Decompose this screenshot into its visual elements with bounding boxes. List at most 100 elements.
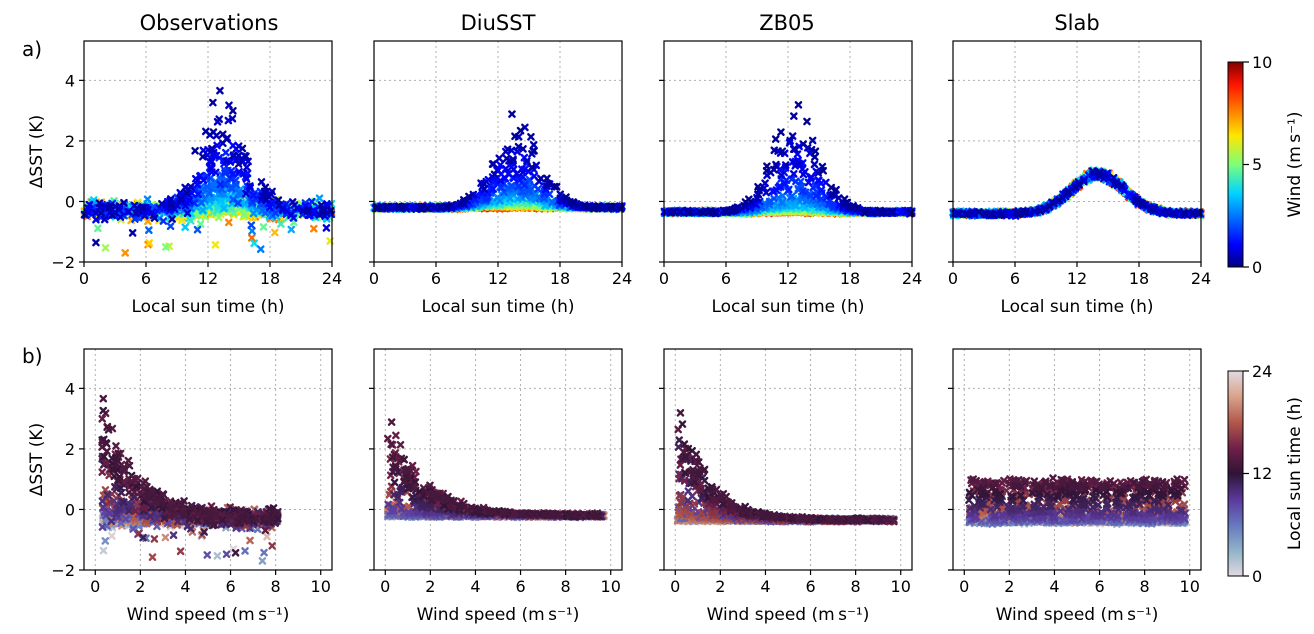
scatter-point bbox=[150, 214, 159, 222]
scatter-point bbox=[229, 195, 237, 204]
scatter-point bbox=[249, 191, 258, 200]
scatter-point bbox=[97, 209, 105, 217]
scatter-point bbox=[144, 205, 152, 214]
scatter-point bbox=[159, 217, 168, 225]
scatter-point bbox=[196, 220, 205, 228]
scatter-point bbox=[131, 215, 139, 223]
scatter-point bbox=[158, 199, 166, 208]
scatter-point bbox=[145, 239, 154, 247]
scatter-point bbox=[92, 238, 100, 247]
scatter-point bbox=[247, 221, 256, 229]
scatter-point bbox=[259, 223, 268, 231]
scatter-point bbox=[763, 162, 771, 171]
scatter-point bbox=[221, 148, 230, 157]
row-label-b: b) bbox=[22, 344, 43, 368]
x-tick-label: 12 bbox=[778, 269, 798, 288]
x-axis-label: Local sun time (h) bbox=[711, 297, 864, 317]
scatter-point bbox=[270, 228, 279, 237]
scatter-point bbox=[319, 206, 328, 215]
scatter-point bbox=[287, 225, 296, 234]
scatter-point bbox=[216, 86, 224, 95]
scatter-point bbox=[508, 110, 516, 118]
scatter-point bbox=[495, 154, 504, 163]
scatter-point bbox=[128, 229, 137, 237]
scatter-point bbox=[304, 206, 313, 214]
scatter-point bbox=[209, 128, 218, 136]
scatter-point bbox=[100, 215, 109, 224]
scatter-points bbox=[660, 101, 916, 218]
scatter-point bbox=[216, 180, 225, 189]
x-tick-label: 12 bbox=[488, 269, 508, 288]
scatter-point bbox=[139, 203, 147, 211]
scatter-point bbox=[310, 224, 318, 233]
scatter-point bbox=[205, 189, 214, 198]
scatter-point bbox=[244, 157, 252, 166]
scatter-point bbox=[155, 204, 164, 212]
scatter-point bbox=[140, 211, 149, 220]
y-tick-label: 2 bbox=[65, 132, 75, 151]
scatter-point bbox=[225, 101, 233, 110]
scatter-point bbox=[203, 182, 211, 191]
scatter-point bbox=[210, 151, 218, 160]
scatter-point bbox=[144, 217, 152, 226]
scatter-point bbox=[176, 195, 185, 204]
scatter-point bbox=[191, 174, 200, 183]
scatter-point bbox=[92, 215, 100, 224]
x-tick-label: 0 bbox=[369, 269, 379, 288]
x-tick-label: 24 bbox=[322, 269, 342, 288]
scatter-point bbox=[315, 194, 324, 203]
scatter-point bbox=[777, 128, 785, 136]
scatter-point bbox=[85, 200, 94, 209]
scatter-point bbox=[246, 182, 254, 190]
scatter-point bbox=[229, 170, 237, 178]
scatter-point bbox=[262, 196, 271, 204]
scatter-point bbox=[790, 112, 798, 120]
y-tick-label: 4 bbox=[65, 71, 75, 90]
scatter-point bbox=[234, 199, 242, 207]
scatter-point bbox=[193, 225, 202, 234]
scatter-point bbox=[166, 222, 175, 231]
scatter-point bbox=[810, 160, 819, 169]
scatter-point bbox=[234, 160, 243, 168]
scatter-point bbox=[145, 226, 153, 234]
scatter-point bbox=[265, 203, 274, 212]
scatter-point bbox=[208, 184, 216, 193]
scatter-point bbox=[201, 213, 210, 221]
scatter-point bbox=[240, 169, 248, 178]
scatter-point bbox=[248, 227, 256, 235]
scatter-point bbox=[221, 169, 229, 177]
scatter-point bbox=[181, 223, 189, 231]
panel-title-observations: Observations bbox=[140, 11, 279, 35]
scatter-point bbox=[208, 208, 217, 217]
scatter-point bbox=[235, 189, 243, 197]
scatter-point bbox=[208, 157, 216, 166]
scatter-point bbox=[94, 224, 102, 233]
scatter-point bbox=[242, 175, 251, 183]
scatter-point bbox=[95, 199, 104, 207]
scatter-point bbox=[222, 157, 231, 165]
x-tick-label: 24 bbox=[612, 269, 632, 288]
scatter-point bbox=[317, 201, 326, 209]
scatter-point bbox=[811, 153, 819, 161]
y-tick-label: −2 bbox=[51, 253, 75, 272]
scatter-point bbox=[308, 197, 316, 206]
scatter-point bbox=[168, 215, 176, 223]
scatter-point bbox=[190, 199, 199, 207]
x-tick-label: 12 bbox=[198, 269, 218, 288]
scatter-point bbox=[224, 218, 233, 227]
scatter-point bbox=[242, 152, 250, 161]
scatter-point bbox=[228, 114, 237, 123]
scatter-point bbox=[242, 163, 251, 172]
scatter-point bbox=[181, 201, 190, 210]
scatter-point bbox=[183, 189, 191, 197]
scatter-point bbox=[208, 144, 216, 153]
scatter-point bbox=[92, 209, 100, 217]
scatter-point bbox=[205, 202, 214, 211]
scatter-point bbox=[219, 204, 228, 213]
panel-title-diusst: DiuSST bbox=[461, 11, 536, 35]
